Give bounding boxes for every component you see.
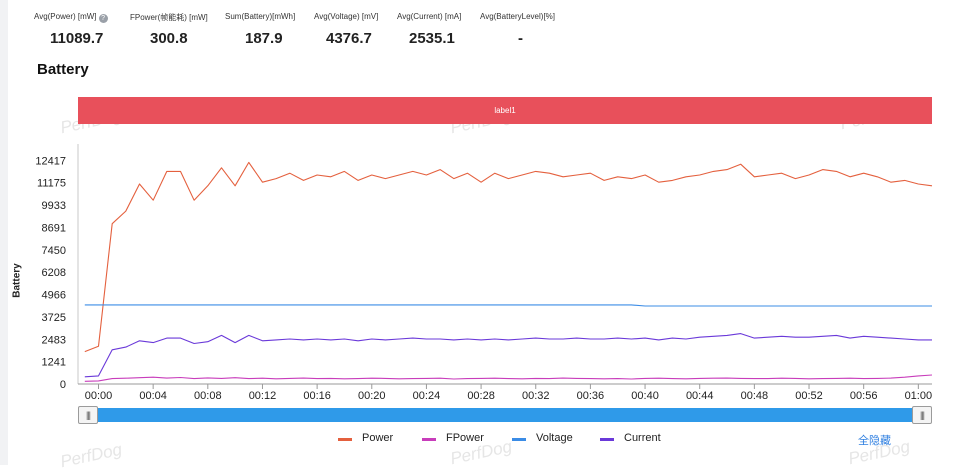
stat-value: 4376.7 (326, 30, 372, 47)
y-tick-label: 9933 (42, 200, 66, 212)
series-line-fpower (84, 374, 933, 382)
stat-label: Avg(Voltage) [mV] (314, 12, 379, 21)
legend-swatch (600, 438, 614, 441)
x-tick-label: 00:36 (577, 390, 605, 402)
stat-label: Avg(Current) [mA] (397, 12, 462, 21)
time-range-slider[interactable]: ||| ||| (78, 406, 932, 424)
legend-swatch (512, 438, 526, 441)
label-band[interactable]: label1 (78, 97, 932, 124)
stat-label: FPower(帧能耗) [mW] (130, 13, 208, 22)
legend-label: FPower (446, 432, 484, 444)
series-line-current (84, 333, 932, 378)
stat-value: 11089.7 (50, 30, 104, 47)
legend-label: Voltage (536, 432, 573, 444)
stat-value: 300.8 (150, 30, 188, 47)
slider-left-handle[interactable]: ||| (78, 406, 98, 424)
stat-value: 187.9 (245, 30, 283, 47)
y-tick-label: 7450 (42, 245, 66, 257)
stat-value: - (518, 30, 523, 47)
y-axis-label: Battery (11, 263, 23, 298)
x-tick-label: 00:28 (467, 390, 495, 402)
y-tick-label: 8691 (42, 222, 66, 234)
x-tick-label: 00:56 (850, 390, 878, 402)
stat-value: 2535.1 (409, 30, 455, 47)
y-tick-label: 11175 (37, 178, 66, 190)
hide-all-button[interactable]: 全隐藏 (858, 435, 891, 447)
legend-swatch (338, 438, 352, 441)
x-tick-label: 00:44 (686, 390, 714, 402)
slider-track[interactable] (78, 408, 932, 422)
y-tick-label: 0 (60, 379, 66, 391)
y-tick-label: 3725 (42, 312, 66, 324)
legend-swatch (422, 438, 436, 441)
x-tick-label: 00:00 (85, 390, 113, 402)
y-tick-label: 2483 (42, 334, 66, 346)
series-line-voltage (84, 304, 932, 307)
left-sidebar-strip (0, 0, 8, 465)
stat-label: Avg(BatteryLevel)[%] (480, 12, 555, 21)
x-tick-label: 00:40 (631, 390, 659, 402)
legend-label: Power (362, 432, 394, 444)
x-tick-label: 00:32 (522, 390, 550, 402)
x-tick-label: 00:04 (139, 390, 167, 402)
stat-label: Sum(Battery)[mWh] (225, 12, 296, 21)
chart-legend: Power FPower Voltage Current (0, 431, 960, 447)
x-tick-label: 00:16 (303, 390, 331, 402)
x-tick-label: 00:24 (413, 390, 441, 402)
x-tick-label: 00:48 (741, 390, 769, 402)
series-line-power (84, 161, 933, 353)
help-icon[interactable]: ? (98, 14, 108, 23)
legend-label: Current (624, 432, 661, 444)
y-tick-label: 1241 (42, 357, 66, 369)
x-tick-label: 00:52 (795, 390, 823, 402)
x-tick-label: 01:00 (905, 390, 933, 402)
stat-label: Avg(Power) [mW] (34, 12, 97, 21)
section-title: Battery (37, 61, 89, 78)
x-tick-label: 00:12 (249, 390, 277, 402)
y-tick-label: 4966 (42, 290, 66, 302)
slider-right-handle[interactable]: ||| (912, 406, 932, 424)
x-tick-label: 00:08 (194, 390, 222, 402)
x-tick-label: 00:20 (358, 390, 386, 402)
y-tick-label: 6208 (42, 267, 66, 279)
y-tick-label: 12417 (35, 155, 66, 167)
